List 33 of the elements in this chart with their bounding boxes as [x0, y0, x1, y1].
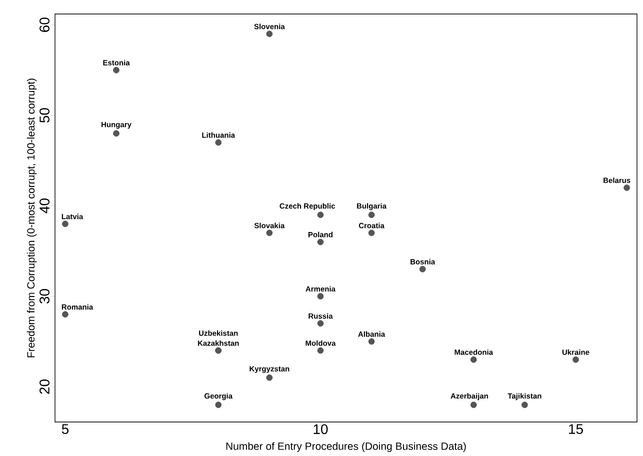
x-tick-label: 5 — [62, 424, 69, 434]
point — [266, 30, 273, 38]
point — [317, 320, 324, 327]
y-tick-label: 60 — [40, 18, 50, 32]
point — [419, 266, 426, 272]
point — [266, 230, 273, 236]
point — [215, 139, 222, 146]
x-tick-label: 15 — [569, 424, 583, 434]
point — [470, 356, 477, 363]
point — [317, 212, 324, 218]
point — [113, 130, 120, 137]
point — [368, 230, 375, 236]
point — [215, 402, 222, 408]
y-tick-label: 20 — [40, 379, 50, 394]
point — [521, 402, 528, 408]
x-axis-title: Number of Entry Procedures (Doing Business Data) — [226, 442, 466, 452]
y-tick-label: 50 — [40, 108, 50, 123]
point — [368, 338, 375, 345]
point — [62, 311, 68, 318]
point — [572, 356, 579, 363]
point — [368, 212, 375, 218]
x-tick-label: 10 — [314, 424, 328, 434]
y-tick-label: 30 — [40, 289, 50, 304]
point — [470, 402, 477, 408]
point — [624, 184, 630, 191]
y-axis-title: Freedom from Corruption (0-most corrupt, 100-least corrupt) — [26, 78, 37, 358]
point — [113, 66, 120, 74]
point — [62, 220, 68, 228]
y-tick-label: 40 — [40, 198, 50, 214]
point — [317, 293, 324, 300]
point — [317, 238, 324, 246]
point — [317, 347, 324, 354]
point — [266, 374, 273, 381]
